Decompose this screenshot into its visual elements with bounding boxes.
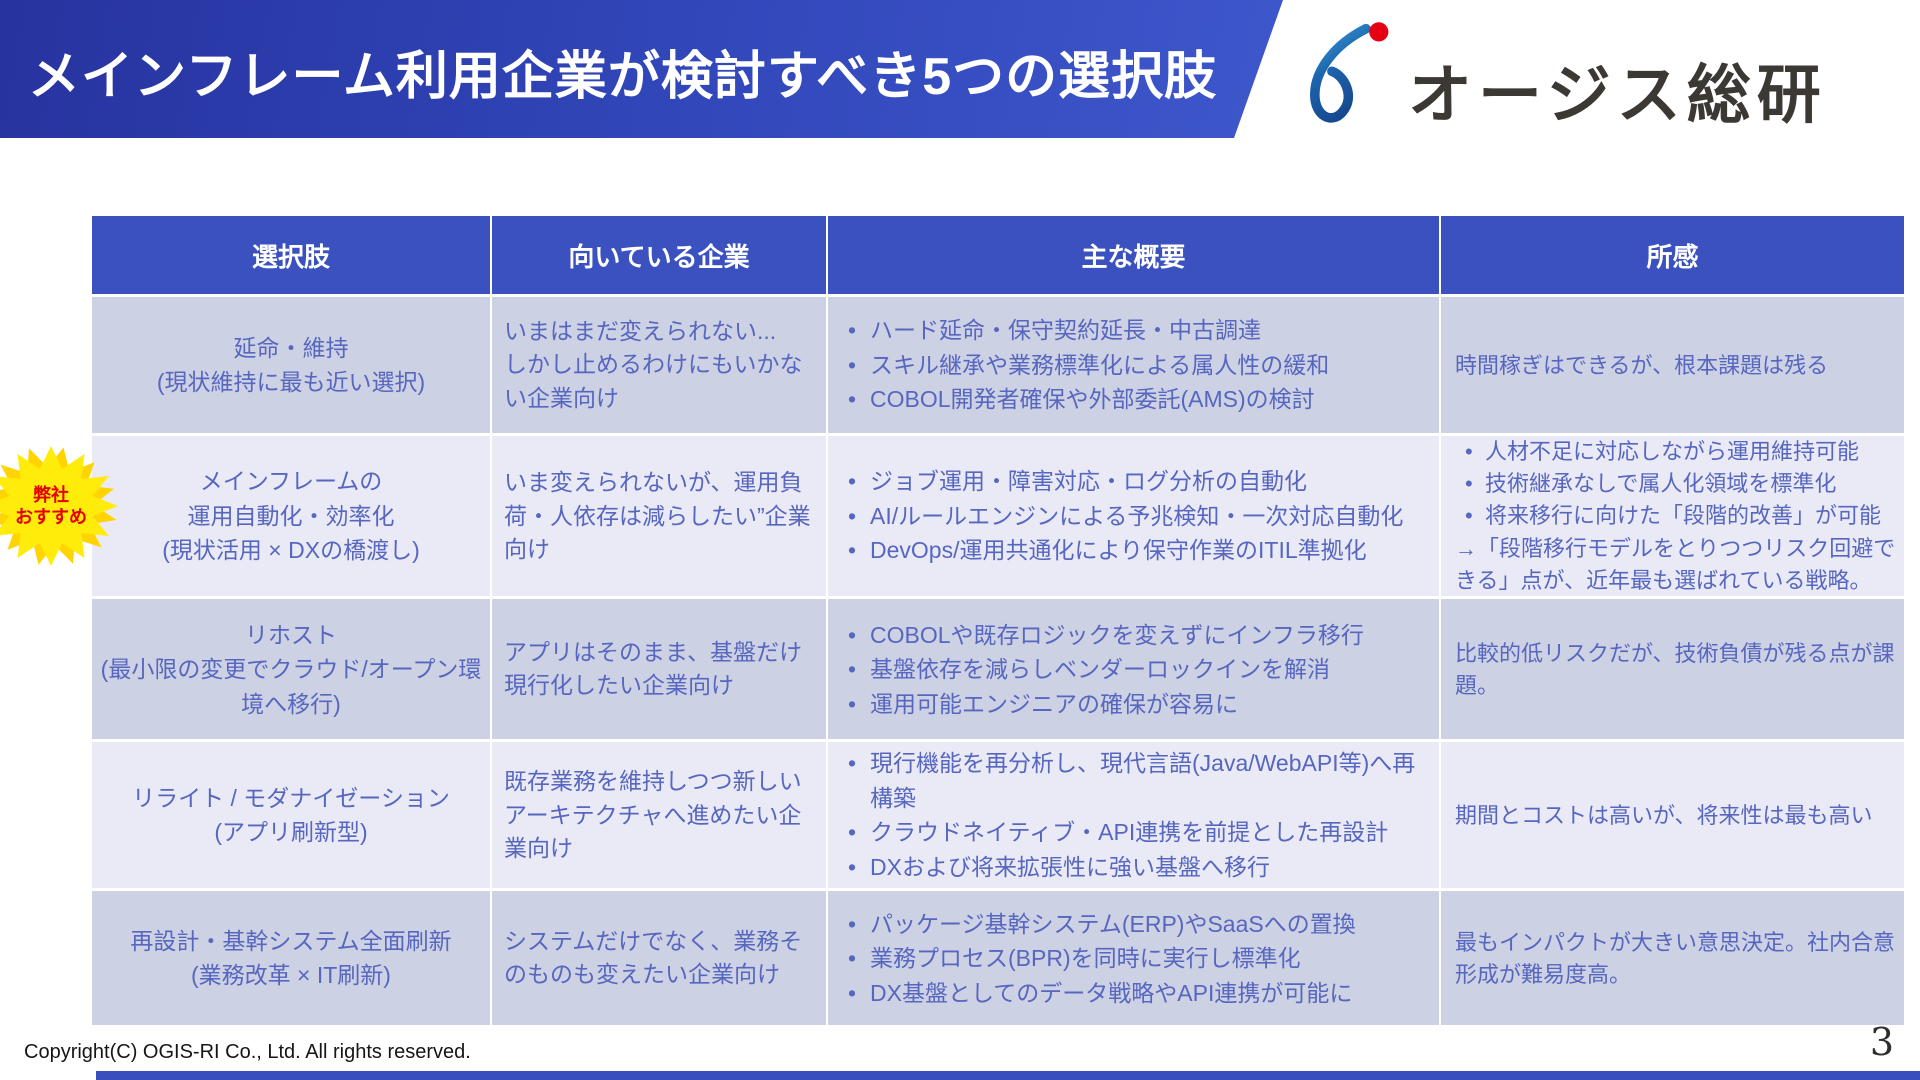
overview-bullet: ハード延命・保守契約延長・中古調達 <box>838 313 1431 348</box>
overview-bullet: AI/ルールエンジンによる予兆検知・一次対応自動化 <box>838 499 1431 534</box>
option-line: (現状維持に最も近い選択) <box>156 369 426 395</box>
option-line: メインフレームの <box>199 468 383 495</box>
option-line: (アプリ刷新型) <box>214 819 368 846</box>
option-line: (現状活用 × DXの橋渡し) <box>162 537 420 564</box>
impression-cell: 比較的低リスクだが、技術負債が残る点が課題。 <box>1441 599 1904 740</box>
impression-line: →「段階移行モデルをとりつつリスク回避できる」点が、近年最も選ばれている戦略。 <box>1455 535 1896 593</box>
gamma-logo-icon <box>1309 22 1389 123</box>
overview-bullet: DX基盤としてのデータ戦略やAPI連携が可能に <box>838 976 1431 1011</box>
overview-bullet: COBOL開発者確保や外部委託(AMS)の検討 <box>838 382 1431 417</box>
option-cell: リホスト (最小限の変更でクラウド/オープン環境へ移行) <box>92 599 490 740</box>
recommended-badge: 弊社 おすすめ <box>0 446 118 566</box>
impression-line: 時間稼ぎはできるが、根本課題は残る <box>1455 352 1829 378</box>
overview-bullet: スキル継承や業務標準化による属人性の緩和 <box>838 348 1431 383</box>
overview-bullet: 基盤依存を減らしベンダーロックインを解消 <box>838 652 1431 687</box>
logo-red-dot <box>1369 22 1389 42</box>
impression-bullet: 将来移行に向けた「段階的改善」が可能 <box>1455 500 1896 532</box>
table-row: 再設計・基幹システム全面刷新 (業務改革 × IT刷新) システムだけでなく、業務そ… <box>92 891 1904 1026</box>
overview-bullet: DXおよび将来拡張性に強い基盤へ移行 <box>838 850 1431 885</box>
suited-line: システムだけでなく、業務そのものも変えたい企業向け <box>504 928 803 988</box>
suited-line: いま変えられないが、運用負荷・人依存は減らしたい”企業向け <box>504 469 811 562</box>
overview-cell: パッケージ基幹システム(ERP)やSaaSへの置換業務プロセス(BPR)を同時に… <box>828 891 1439 1026</box>
badge-line1: 弊社 <box>33 484 69 505</box>
badge-line2: おすすめ <box>15 507 87 527</box>
impression-line: 最もインパクトが大きい意思決定。社内合意形成が難易度高。 <box>1455 930 1896 987</box>
page-title: メインフレーム利用企業が検討すべき5つの選択肢 <box>28 48 1218 106</box>
page-number: 3 <box>1869 1020 1894 1064</box>
footer-bar <box>96 1071 1920 1080</box>
impression-line: 期間とコストは高いが、将来性は最も高い <box>1455 803 1873 828</box>
option-line: 運用自動化・効率化 <box>187 502 395 529</box>
suited-cell: 既存業務を維持しつつ新しいアーキテクチャへ進めたい企業向け <box>492 742 826 889</box>
option-line: リホスト <box>245 621 337 648</box>
impression-bullet: 技術継承なしで属人化領域を標準化 <box>1455 468 1896 500</box>
option-cell: 延命・維持 (現状維持に最も近い選択) <box>92 297 490 433</box>
overview-cell: COBOLや既存ロジックを変えずにインフラ移行基盤依存を減らしベンダーロックイン… <box>828 599 1439 740</box>
overview-cell: 現行機能を再分析し、現代言語(Java/WebAPI等)へ再構築クラウドネイティ… <box>828 742 1439 889</box>
impression-cell: 最もインパクトが大きい意思決定。社内合意形成が難易度高。 <box>1441 891 1904 1026</box>
option-line: リライト / モダナイゼーション <box>132 784 450 811</box>
overview-bullet: ジョブ運用・障害対応・ログ分析の自動化 <box>838 464 1431 499</box>
overview-bullet: 業務プロセス(BPR)を同時に実行し標準化 <box>838 941 1431 976</box>
suited-line: いまはまだ変えられない... <box>504 317 777 344</box>
copyright-text: Copyright(C) OGIS-RI Co., Ltd. All right… <box>24 1041 471 1063</box>
option-line: (最小限の変更でクラウド/オープン環境へ移行) <box>100 656 482 717</box>
header-impression: 所感 <box>1441 216 1904 294</box>
logo-text: オージス総研 <box>1408 59 1827 131</box>
suited-cell: アプリはそのまま、基盤だけ現行化したい企業向け <box>492 599 826 740</box>
table-row: リホスト (最小限の変更でクラウド/オープン環境へ移行) アプリはそのまま、基盤だけ… <box>92 599 1904 740</box>
overview-cell: ジョブ運用・障害対応・ログ分析の自動化AI/ルールエンジンによる予兆検知・一次対… <box>828 436 1439 597</box>
header-suited: 向いている企業 <box>492 216 826 294</box>
impression-cell: 人材不足に対応しながら運用維持可能技術継承なしで属人化領域を標準化将来移行に向け… <box>1441 436 1904 597</box>
overview-bullet: DevOps/運用共通化により保守作業のITIL準拠化 <box>838 533 1431 568</box>
suited-line: しかし止めるわけにもいかない企業向け <box>504 351 803 411</box>
option-line: 再設計・基幹システム全面刷新 <box>130 927 452 954</box>
suited-line: アプリはそのまま、基盤だけ現行化したい企業向け <box>504 639 803 699</box>
header-option: 選択肢 <box>92 216 490 294</box>
company-logo: オージス総研 <box>1302 18 1827 136</box>
option-line: 延命・維持 <box>233 334 349 361</box>
overview-bullet: 運用可能エンジニアの確保が容易に <box>838 687 1431 722</box>
table-row: リライト / モダナイゼーション (アプリ刷新型) 既存業務を維持しつつ新しいアーキ… <box>92 742 1904 889</box>
impression-bullet: 人材不足に対応しながら運用維持可能 <box>1455 436 1896 468</box>
suited-cell: システムだけでなく、業務そのものも変えたい企業向け <box>492 891 826 1026</box>
table-body: 延命・維持 (現状維持に最も近い選択) いまはまだ変えられない... しかし止めるわけ… <box>92 297 1904 1026</box>
option-line: (業務改革 × IT刷新) <box>191 962 391 989</box>
badge-text: 弊社 おすすめ <box>0 446 118 566</box>
impression-line: 比較的低リスクだが、技術負債が残る点が課題。 <box>1455 641 1895 698</box>
options-table: 選択肢 向いている企業 主な概要 所感 延命・維持 (現状維持に最も近い選択) いま… <box>90 213 1904 1028</box>
overview-bullet: COBOLや既存ロジックを変えずにインフラ移行 <box>838 618 1431 653</box>
overview-cell: ハード延命・保守契約延長・中古調達スキル継承や業務標準化による属人性の緩和COB… <box>828 297 1439 433</box>
overview-bullet: クラウドネイティブ・API連携を前提とした再設計 <box>838 815 1431 850</box>
option-cell: メインフレームの 運用自動化・効率化 (現状活用 × DXの橋渡し) <box>92 436 490 597</box>
title-banner: メインフレーム利用企業が検討すべき5つの選択肢 <box>0 0 1283 138</box>
overview-bullet: パッケージ基幹システム(ERP)やSaaSへの置換 <box>838 907 1431 942</box>
option-cell: 再設計・基幹システム全面刷新 (業務改革 × IT刷新) <box>92 891 490 1026</box>
suited-line: 既存業務を維持しつつ新しいアーキテクチャへ進めたい企業向け <box>504 768 802 862</box>
suited-cell: いまはまだ変えられない... しかし止めるわけにもいかない企業向け <box>492 297 826 433</box>
header-overview: 主な概要 <box>828 216 1439 294</box>
impression-cell: 期間とコストは高いが、将来性は最も高い <box>1441 742 1904 889</box>
table-row: 延命・維持 (現状維持に最も近い選択) いまはまだ変えられない... しかし止めるわけ… <box>92 297 1904 433</box>
option-cell: リライト / モダナイゼーション (アプリ刷新型) <box>92 742 490 889</box>
overview-bullet: 現行機能を再分析し、現代言語(Java/WebAPI等)へ再構築 <box>838 746 1431 815</box>
table-row: メインフレームの 運用自動化・効率化 (現状活用 × DXの橋渡し) いま変えられない… <box>92 436 1904 597</box>
table-header-row: 選択肢 向いている企業 主な概要 所感 <box>92 216 1904 294</box>
suited-cell: いま変えられないが、運用負荷・人依存は減らしたい”企業向け <box>492 436 826 597</box>
impression-cell: 時間稼ぎはできるが、根本課題は残る <box>1441 297 1904 433</box>
